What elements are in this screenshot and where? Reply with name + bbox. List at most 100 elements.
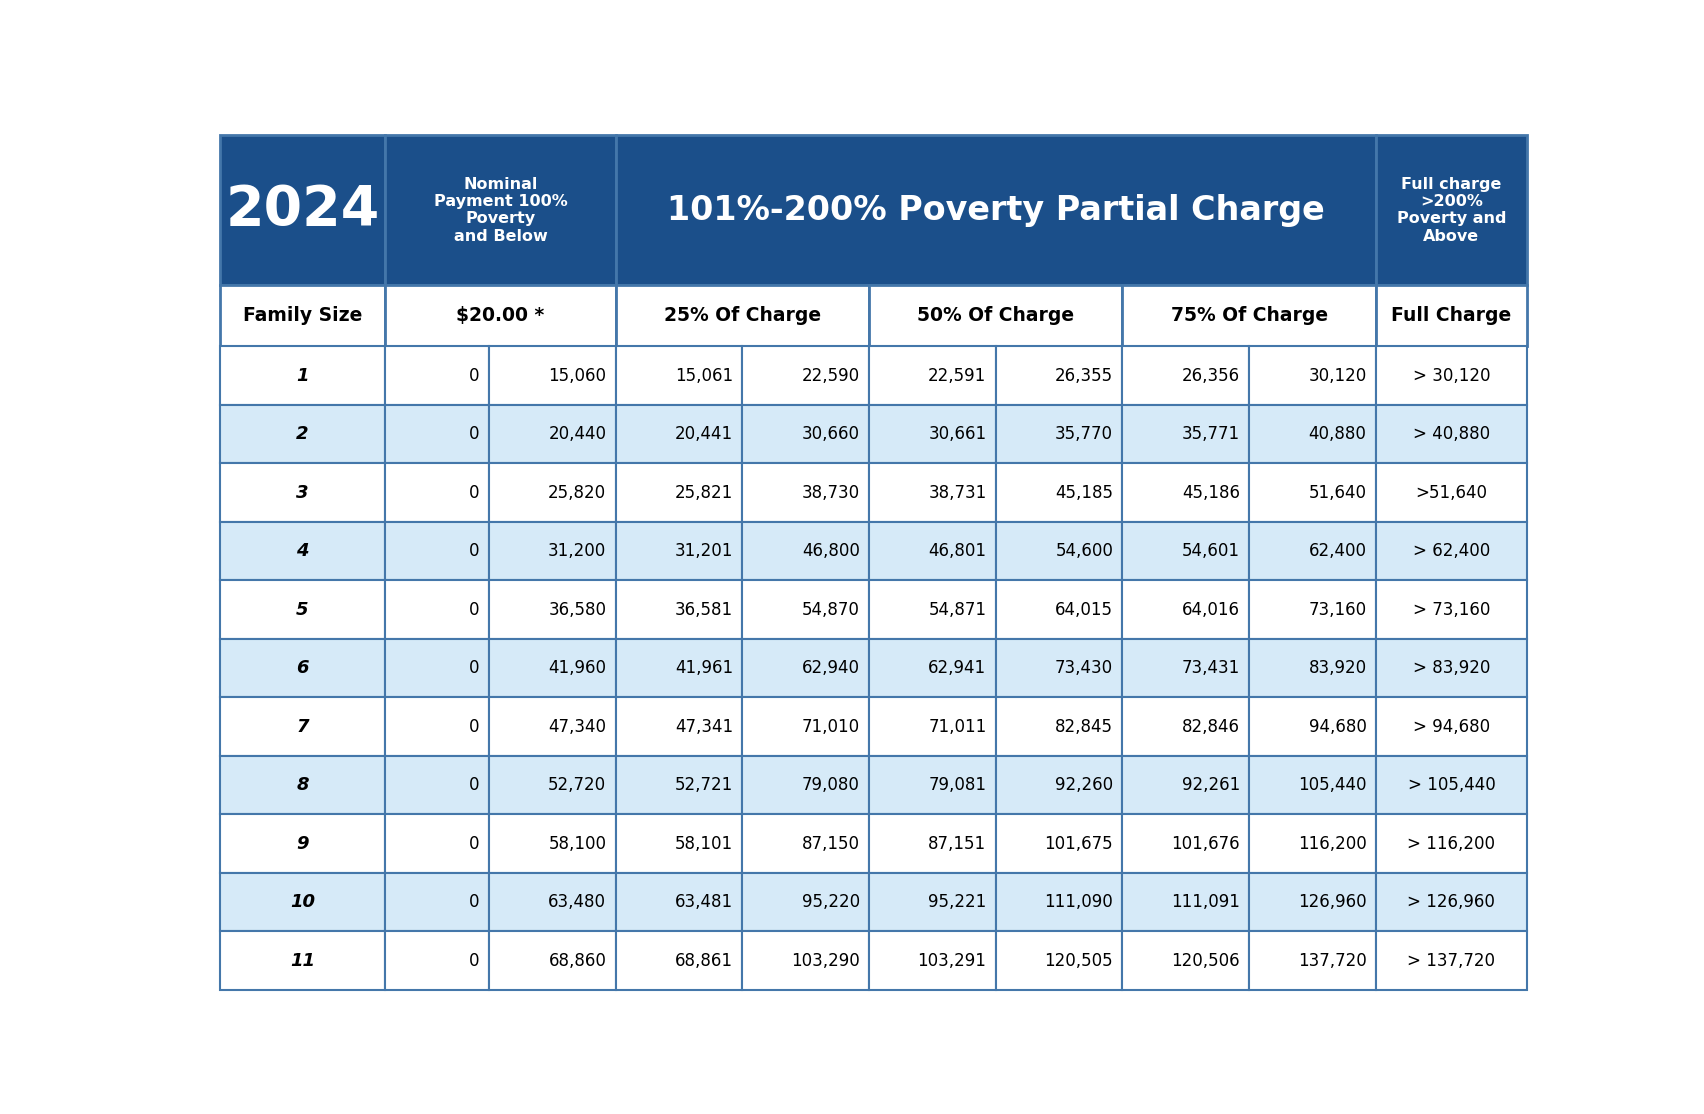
Bar: [220, 931, 385, 989]
Bar: [489, 638, 615, 697]
Bar: [743, 463, 869, 521]
Text: 4: 4: [296, 543, 308, 560]
Bar: [1249, 404, 1375, 463]
Text: 20,440: 20,440: [549, 426, 607, 443]
Bar: [615, 638, 743, 697]
Text: 30,120: 30,120: [1309, 367, 1367, 384]
Bar: [1123, 697, 1249, 755]
Bar: [1375, 285, 1527, 346]
Text: 36,580: 36,580: [549, 600, 607, 618]
Bar: [1375, 755, 1527, 814]
Bar: [220, 346, 385, 404]
Bar: [220, 755, 385, 814]
Bar: [385, 638, 489, 697]
Text: 68,861: 68,861: [675, 951, 733, 969]
Bar: [615, 404, 743, 463]
Bar: [869, 814, 995, 872]
Text: 35,770: 35,770: [1055, 426, 1113, 443]
Text: 63,480: 63,480: [549, 893, 607, 911]
Bar: [1123, 285, 1375, 346]
Text: 22,591: 22,591: [929, 367, 987, 384]
Bar: [1123, 580, 1249, 638]
Text: 58,100: 58,100: [549, 834, 607, 852]
Bar: [489, 463, 615, 521]
Bar: [1123, 638, 1249, 697]
Text: 15,060: 15,060: [549, 367, 607, 384]
Bar: [869, 404, 995, 463]
Bar: [385, 697, 489, 755]
Text: Full charge
>200%
Poverty and
Above: Full charge >200% Poverty and Above: [1397, 176, 1506, 244]
Bar: [385, 931, 489, 989]
Text: 0: 0: [469, 717, 479, 735]
Bar: [220, 638, 385, 697]
Text: 2024: 2024: [225, 183, 380, 237]
Text: 79,080: 79,080: [803, 776, 861, 794]
Bar: [1249, 755, 1375, 814]
Text: 83,920: 83,920: [1309, 659, 1367, 677]
Bar: [489, 521, 615, 580]
Text: 62,941: 62,941: [929, 659, 987, 677]
Text: 54,600: 54,600: [1055, 543, 1113, 560]
Bar: [869, 931, 995, 989]
Text: 71,010: 71,010: [801, 717, 861, 735]
Bar: [1123, 755, 1249, 814]
Bar: [1375, 136, 1527, 285]
Bar: [220, 463, 385, 521]
Text: 3: 3: [296, 483, 308, 501]
Text: 0: 0: [469, 426, 479, 443]
Text: > 105,440: > 105,440: [1408, 776, 1496, 794]
Bar: [1123, 814, 1249, 872]
Bar: [1375, 931, 1527, 989]
Text: 47,340: 47,340: [549, 717, 607, 735]
Text: 38,731: 38,731: [929, 483, 987, 501]
Bar: [1249, 872, 1375, 931]
Text: 0: 0: [469, 483, 479, 501]
Bar: [615, 285, 869, 346]
Bar: [489, 404, 615, 463]
Bar: [385, 580, 489, 638]
Text: 41,961: 41,961: [675, 659, 733, 677]
Bar: [1375, 814, 1527, 872]
Text: 52,721: 52,721: [675, 776, 733, 794]
Bar: [385, 872, 489, 931]
Bar: [995, 872, 1123, 931]
Text: 82,846: 82,846: [1183, 717, 1241, 735]
Bar: [743, 814, 869, 872]
Text: 7: 7: [296, 717, 308, 735]
Bar: [1249, 580, 1375, 638]
Bar: [1249, 638, 1375, 697]
Text: Full Charge: Full Charge: [1390, 306, 1511, 325]
Text: 30,660: 30,660: [803, 426, 861, 443]
Bar: [615, 872, 743, 931]
Bar: [995, 697, 1123, 755]
Text: 0: 0: [469, 834, 479, 852]
Text: 92,260: 92,260: [1055, 776, 1113, 794]
Text: 68,860: 68,860: [549, 951, 607, 969]
Text: 6: 6: [296, 659, 308, 677]
Text: 126,960: 126,960: [1298, 893, 1367, 911]
Bar: [1249, 346, 1375, 404]
Bar: [489, 814, 615, 872]
Text: 25% Of Charge: 25% Of Charge: [665, 306, 821, 325]
Bar: [1375, 521, 1527, 580]
Text: > 137,720: > 137,720: [1408, 951, 1496, 969]
Text: 92,261: 92,261: [1181, 776, 1241, 794]
Text: 64,015: 64,015: [1055, 600, 1113, 618]
Bar: [869, 346, 995, 404]
Bar: [385, 404, 489, 463]
Text: 45,185: 45,185: [1055, 483, 1113, 501]
Text: 87,151: 87,151: [929, 834, 987, 852]
Text: 50% Of Charge: 50% Of Charge: [917, 306, 1074, 325]
Text: 10: 10: [290, 893, 315, 911]
Bar: [743, 872, 869, 931]
Bar: [1249, 814, 1375, 872]
Bar: [995, 346, 1123, 404]
Bar: [1249, 931, 1375, 989]
Bar: [743, 638, 869, 697]
Bar: [1375, 638, 1527, 697]
Bar: [743, 697, 869, 755]
Text: 120,505: 120,505: [1045, 951, 1113, 969]
Text: 137,720: 137,720: [1298, 951, 1367, 969]
Bar: [615, 697, 743, 755]
Bar: [220, 872, 385, 931]
